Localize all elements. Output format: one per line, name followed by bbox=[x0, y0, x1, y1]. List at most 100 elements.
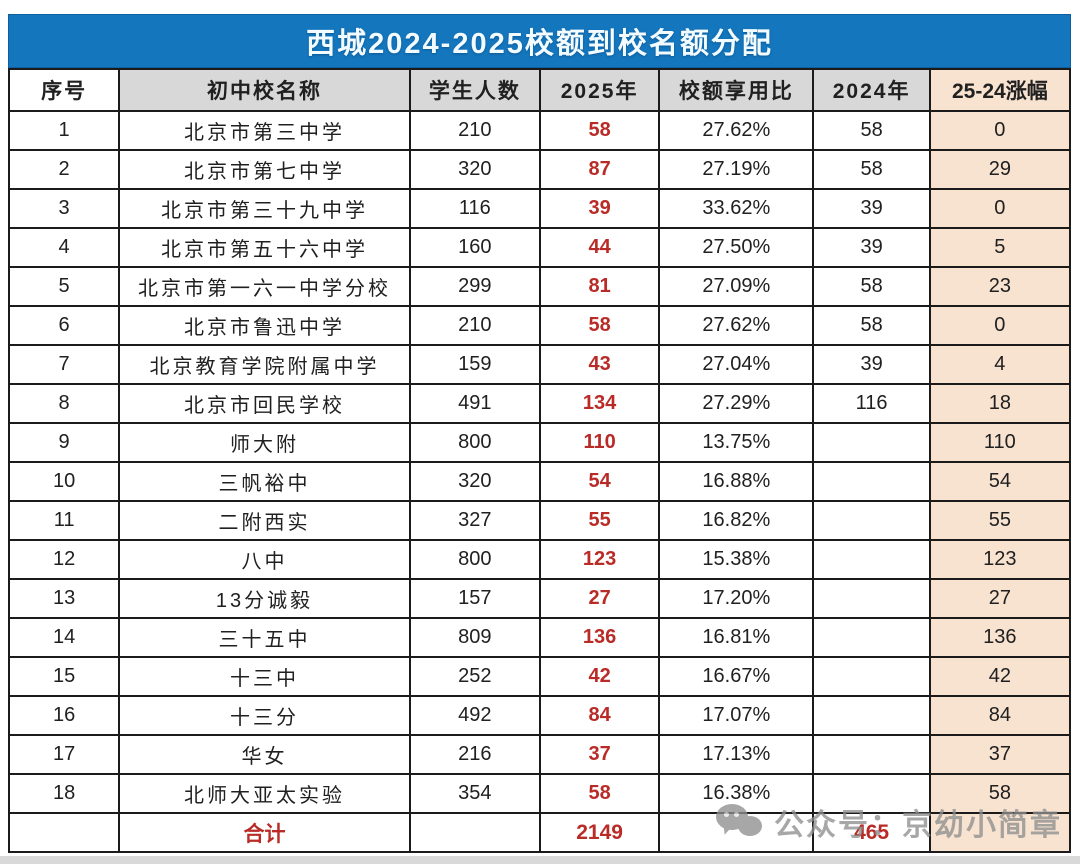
quota-ratio: 27.29% bbox=[658, 383, 815, 424]
student-count: 809 bbox=[408, 617, 541, 658]
quota-2024 bbox=[812, 578, 931, 619]
student-count: 800 bbox=[408, 539, 541, 580]
student-count: 320 bbox=[408, 149, 541, 190]
quota-2025: 39 bbox=[538, 188, 661, 229]
student-count: 116 bbox=[408, 188, 541, 229]
total-row: 合计 2149 465 bbox=[7, 812, 1072, 853]
quota-ratio: 16.88% bbox=[658, 461, 815, 502]
quota-2024: 58 bbox=[812, 110, 931, 151]
school-name: 北师大亚太实验 bbox=[118, 773, 411, 814]
table-row: 13 13分诚毅 157 27 17.20% 27 bbox=[7, 578, 1072, 619]
quota-ratio: 27.19% bbox=[658, 149, 815, 190]
total-label: 合计 bbox=[118, 812, 411, 853]
quota-ratio: 17.13% bbox=[658, 734, 815, 775]
row-index: 9 bbox=[7, 422, 121, 463]
student-count: 159 bbox=[408, 344, 541, 385]
student-count: 492 bbox=[408, 695, 541, 736]
row-index: 15 bbox=[7, 656, 121, 697]
row-index: 8 bbox=[7, 383, 121, 424]
school-name: 三帆裕中 bbox=[118, 461, 411, 502]
col-header-2024: 2024年 bbox=[812, 68, 931, 112]
quota-2024 bbox=[812, 422, 931, 463]
quota-2024: 39 bbox=[812, 227, 931, 268]
quota-delta: 29 bbox=[928, 149, 1072, 190]
page-title: 西城2024-2025校额到校名额分配 bbox=[306, 28, 773, 60]
quota-2024 bbox=[812, 617, 931, 658]
row-index: 17 bbox=[7, 734, 121, 775]
school-name: 师大附 bbox=[118, 422, 411, 463]
quota-table: 序号 初中校名称 学生人数 2025年 校额享用比 2024年 25-24涨幅 … bbox=[7, 68, 1072, 853]
quota-ratio: 16.82% bbox=[658, 500, 815, 541]
quota-ratio: 33.62% bbox=[658, 188, 815, 229]
table-row: 9 师大附 800 110 13.75% 110 bbox=[7, 422, 1072, 463]
quota-2025: 43 bbox=[538, 344, 661, 385]
quota-2024: 39 bbox=[812, 344, 931, 385]
row-index: 10 bbox=[7, 461, 121, 502]
school-name: 北京市第三中学 bbox=[118, 110, 411, 151]
quota-delta: 37 bbox=[928, 734, 1072, 775]
quota-2025: 27 bbox=[538, 578, 661, 619]
table-row: 11 二附西实 327 55 16.82% 55 bbox=[7, 500, 1072, 541]
student-count: 157 bbox=[408, 578, 541, 619]
quota-delta: 42 bbox=[928, 656, 1072, 697]
table-row: 14 三十五中 809 136 16.81% 136 bbox=[7, 617, 1072, 658]
school-name: 北京教育学院附属中学 bbox=[118, 344, 411, 385]
quota-2025: 55 bbox=[538, 500, 661, 541]
watermark: 公众号：京幼小简章 bbox=[716, 800, 1062, 844]
quota-ratio: 15.38% bbox=[658, 539, 815, 580]
quota-2024 bbox=[812, 500, 931, 541]
quota-2025: 84 bbox=[538, 695, 661, 736]
quota-delta: 58 bbox=[928, 773, 1072, 814]
table-row: 4 北京市第五十六中学 160 44 27.50% 39 5 bbox=[7, 227, 1072, 268]
row-index: 13 bbox=[7, 578, 121, 619]
quota-delta: 23 bbox=[928, 266, 1072, 307]
quota-ratio: 27.62% bbox=[658, 305, 815, 346]
school-name: 13分诚毅 bbox=[118, 578, 411, 619]
quota-delta: 18 bbox=[928, 383, 1072, 424]
quota-2025: 42 bbox=[538, 656, 661, 697]
total-delta-cell bbox=[928, 812, 1072, 853]
quota-delta: 84 bbox=[928, 695, 1072, 736]
watermark-text: 公众号：京幼小简章 bbox=[774, 809, 1062, 842]
quota-delta: 0 bbox=[928, 110, 1072, 151]
table-row: 15 十三中 252 42 16.67% 42 bbox=[7, 656, 1072, 697]
school-name: 三十五中 bbox=[118, 617, 411, 658]
col-header-ratio: 校额享用比 bbox=[658, 68, 815, 112]
student-count: 327 bbox=[408, 500, 541, 541]
quota-2025: 44 bbox=[538, 227, 661, 268]
quota-delta: 55 bbox=[928, 500, 1072, 541]
row-index: 12 bbox=[7, 539, 121, 580]
student-count: 216 bbox=[408, 734, 541, 775]
school-name: 北京市回民学校 bbox=[118, 383, 411, 424]
table-row: 3 北京市第三十九中学 116 39 33.62% 39 0 bbox=[7, 188, 1072, 229]
row-index: 7 bbox=[7, 344, 121, 385]
table-body: 1 北京市第三中学 210 58 27.62% 58 0 2 北京市第七中学 3… bbox=[7, 110, 1072, 814]
quota-2025: 123 bbox=[538, 539, 661, 580]
row-index: 11 bbox=[7, 500, 121, 541]
quota-2024 bbox=[812, 656, 931, 697]
quota-2025: 134 bbox=[538, 383, 661, 424]
row-index: 1 bbox=[7, 110, 121, 151]
row-index: 5 bbox=[7, 266, 121, 307]
table-row: 17 华女 216 37 17.13% 37 bbox=[7, 734, 1072, 775]
quota-ratio: 13.75% bbox=[658, 422, 815, 463]
student-count: 252 bbox=[408, 656, 541, 697]
quota-ratio: 17.07% bbox=[658, 695, 815, 736]
quota-2025: 58 bbox=[538, 305, 661, 346]
quota-2024: 58 bbox=[812, 266, 931, 307]
row-index: 6 bbox=[7, 305, 121, 346]
quota-ratio: 16.81% bbox=[658, 617, 815, 658]
table-row: 6 北京市鲁迅中学 210 58 27.62% 58 0 bbox=[7, 305, 1072, 346]
school-name: 北京市第五十六中学 bbox=[118, 227, 411, 268]
row-index: 18 bbox=[7, 773, 121, 814]
quota-2024: 116 bbox=[812, 383, 931, 424]
quota-2025: 58 bbox=[538, 110, 661, 151]
quota-delta: 0 bbox=[928, 305, 1072, 346]
quota-2025: 54 bbox=[538, 461, 661, 502]
quota-ratio: 16.67% bbox=[658, 656, 815, 697]
table-header: 序号 初中校名称 学生人数 2025年 校额享用比 2024年 25-24涨幅 bbox=[7, 68, 1072, 112]
quota-2024: 58 bbox=[812, 305, 931, 346]
quota-2025: 136 bbox=[538, 617, 661, 658]
school-name: 北京市鲁迅中学 bbox=[118, 305, 411, 346]
table-row: 12 八中 800 123 15.38% 123 bbox=[7, 539, 1072, 580]
